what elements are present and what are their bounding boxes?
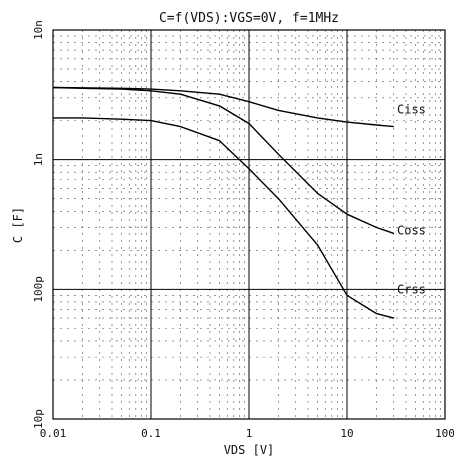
series-line-coss (52, 86, 395, 235)
x-axis-label: VDS [V] (224, 443, 275, 457)
x-tick-labels: 0.01 0.1 1 10 100 (40, 427, 454, 440)
y-tick-label: 1n (32, 153, 45, 166)
series-line-ciss (52, 86, 394, 128)
series-label-ciss: Ciss (397, 103, 426, 117)
plot-frame (52, 29, 446, 420)
series-label-coss: Coss (397, 224, 426, 238)
y-tick-labels: 10p 100p 1n 10n (32, 20, 45, 429)
y-axis-label: C [F] (11, 207, 25, 243)
series-line-crss (53, 117, 394, 319)
series-labels: Ciss Coss Crss (397, 103, 426, 297)
x-tick-label: 0.1 (141, 427, 161, 440)
series-layer (52, 86, 395, 319)
x-tick-label: 10 (340, 427, 353, 440)
x-tick-label: 1 (246, 427, 253, 440)
x-tick-label: 100 (435, 427, 454, 440)
y-tick-label: 10p (32, 409, 45, 429)
series-label-crss: Crss (397, 282, 426, 296)
x-tick-label: 0.01 (40, 427, 67, 440)
y-tick-label: 100p (32, 276, 45, 303)
y-tick-label: 10n (32, 20, 45, 40)
chart-title: C=f(VDS):VGS=0V, f=1MHz (159, 11, 339, 26)
